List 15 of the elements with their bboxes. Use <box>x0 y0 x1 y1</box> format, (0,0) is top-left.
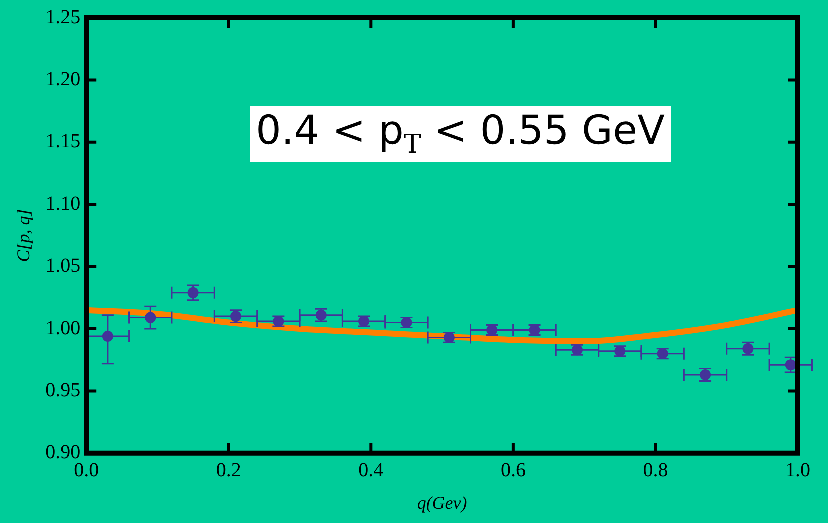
x-tick-label: 1.0 <box>786 460 810 482</box>
x-tick-label: 0.8 <box>643 460 668 482</box>
x-axis-title: q(Gev) <box>417 492 468 513</box>
y-tick-label: 1.00 <box>46 317 81 340</box>
annotation: 0.4 < p$_{T}$ < 0.55 GeV <box>250 106 671 162</box>
y-tick-label: 1.25 <box>46 6 81 28</box>
y-tick-label: 1.05 <box>46 255 81 278</box>
y-tick-label: 0.95 <box>46 379 81 402</box>
x-tick-label: 0.2 <box>216 460 242 482</box>
x-tick-label: 0.4 <box>358 460 384 482</box>
y-tick-label: 1.15 <box>46 130 81 153</box>
x-tick-label: 0.6 <box>500 460 526 482</box>
y-tick-label: 1.20 <box>46 68 81 90</box>
y-axis-title: C[p, q] <box>14 209 34 262</box>
y-tick-label: 1.10 <box>46 192 81 215</box>
